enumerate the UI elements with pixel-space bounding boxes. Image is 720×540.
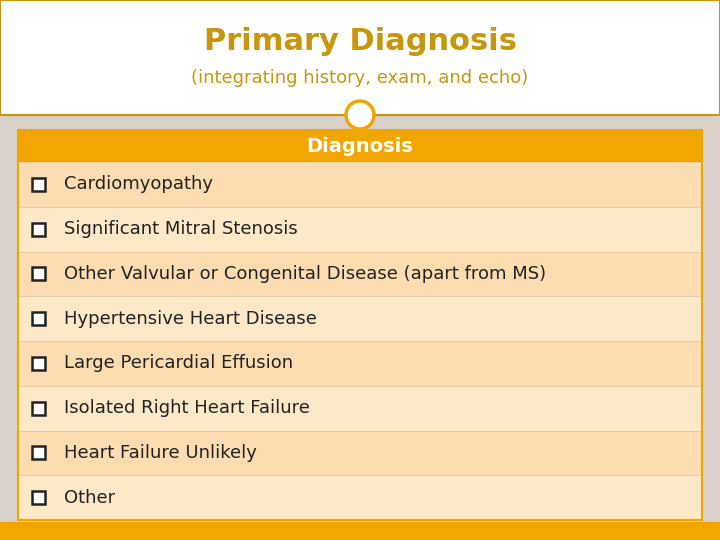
FancyBboxPatch shape <box>18 430 702 475</box>
FancyBboxPatch shape <box>32 178 45 191</box>
FancyBboxPatch shape <box>32 447 45 460</box>
FancyBboxPatch shape <box>18 252 702 296</box>
Text: Isolated Right Heart Failure: Isolated Right Heart Failure <box>64 399 310 417</box>
FancyBboxPatch shape <box>0 115 720 540</box>
Text: Other Valvular or Congenital Disease (apart from MS): Other Valvular or Congenital Disease (ap… <box>64 265 546 283</box>
Text: Primary Diagnosis: Primary Diagnosis <box>204 28 516 57</box>
FancyBboxPatch shape <box>0 522 720 540</box>
Text: Other: Other <box>64 489 115 507</box>
FancyBboxPatch shape <box>18 296 702 341</box>
Text: Hypertensive Heart Disease: Hypertensive Heart Disease <box>64 309 317 328</box>
FancyBboxPatch shape <box>32 312 45 325</box>
Text: Large Pericardial Effusion: Large Pericardial Effusion <box>64 354 293 373</box>
FancyBboxPatch shape <box>32 402 45 415</box>
Text: Significant Mitral Stenosis: Significant Mitral Stenosis <box>64 220 298 238</box>
Circle shape <box>346 101 374 129</box>
FancyBboxPatch shape <box>32 357 45 370</box>
Text: Diagnosis: Diagnosis <box>307 137 413 156</box>
FancyBboxPatch shape <box>18 162 702 207</box>
FancyBboxPatch shape <box>32 267 45 280</box>
Text: Heart Failure Unlikely: Heart Failure Unlikely <box>64 444 257 462</box>
Text: Cardiomyopathy: Cardiomyopathy <box>64 176 213 193</box>
FancyBboxPatch shape <box>18 130 702 162</box>
FancyBboxPatch shape <box>18 475 702 520</box>
Text: (integrating history, exam, and echo): (integrating history, exam, and echo) <box>192 69 528 87</box>
FancyBboxPatch shape <box>32 222 45 235</box>
FancyBboxPatch shape <box>32 491 45 504</box>
FancyBboxPatch shape <box>0 0 720 115</box>
FancyBboxPatch shape <box>18 207 702 252</box>
FancyBboxPatch shape <box>18 386 702 430</box>
FancyBboxPatch shape <box>18 341 702 386</box>
